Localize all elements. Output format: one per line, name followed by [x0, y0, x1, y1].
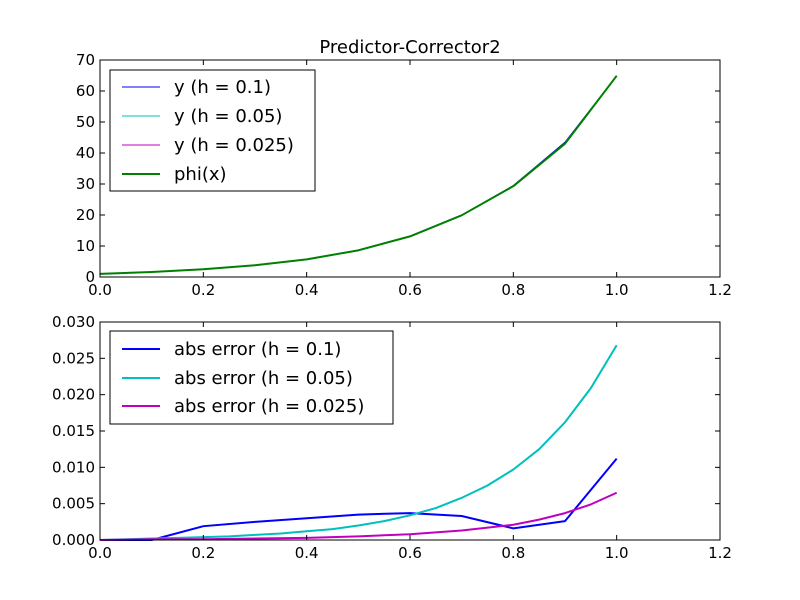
top-x-tick-label: 0.6	[398, 281, 422, 299]
top-legend-label-2: y (h = 0.05)	[174, 106, 282, 127]
top-series-line-4	[99, 75, 618, 275]
top-y-tick-label: 10	[76, 237, 95, 255]
bottom-x-tick-label: 0.0	[88, 544, 112, 562]
top-legend: y (h = 0.1) y (h = 0.05) y (h = 0.025) p…	[109, 69, 316, 192]
top-y-tick-label: 0	[85, 268, 95, 286]
bottom-series-line-2	[99, 344, 618, 541]
top-y-tick-label: 70	[76, 51, 95, 69]
top-legend-label-3: y (h = 0.025)	[174, 135, 294, 156]
bottom-x-tick-label: 0.4	[295, 544, 319, 562]
top-x-tick-label: 0.8	[501, 281, 525, 299]
top-y-tick-label: 20	[76, 206, 95, 224]
top-chart-title: Predictor-Corrector2	[319, 37, 500, 58]
bottom-series-line-1	[100, 457, 618, 541]
bottom-y-tick-label: 0.015	[52, 422, 95, 440]
top-legend-label-4: phi(x)	[174, 164, 227, 185]
bottom-y-tick-label: 0.020	[52, 386, 95, 404]
bottom-ticks-layer: 0.0 0.2 0.4 0.6 0.8 1.0 1.2 0.000 0.005 0.010 0.01…	[52, 313, 732, 562]
bottom-y-tick-label: 0.000	[52, 531, 95, 549]
top-x-tick-label: 0.4	[295, 281, 319, 299]
bottom-y-tick-label: 0.010	[52, 458, 95, 476]
top-axes: Predictor-Corrector2 0.0 0.2 0.4 0.6 0.8 1.0 1…	[76, 37, 732, 299]
top-series-layer	[99, 75, 618, 275]
top-y-tick-label: 40	[76, 144, 95, 162]
bottom-legend-label-3: abs error (h = 0.025)	[174, 396, 364, 417]
bottom-legend-label-2: abs error (h = 0.05)	[174, 368, 353, 389]
bottom-axes: 0.0 0.2 0.4 0.6 0.8 1.0 1.2 0.000 0.005 0.010 0.01…	[52, 313, 732, 562]
top-legend-box	[109, 69, 316, 192]
bottom-x-tick-label: 0.8	[501, 544, 525, 562]
top-x-tick-label: 0.2	[191, 281, 215, 299]
top-ticks-layer: 0.0 0.2 0.4 0.6 0.8 1.0 1.2 0 10 20 30 40 50 60 70	[76, 51, 732, 299]
bottom-x-tick-label: 1.2	[708, 544, 732, 562]
bottom-legend-label-1: abs error (h = 0.1)	[174, 339, 341, 360]
top-x-tick-label: 1.0	[605, 281, 629, 299]
bottom-y-tick-label: 0.030	[52, 313, 95, 331]
top-y-tick-label: 50	[76, 113, 95, 131]
top-y-tick-label: 60	[76, 82, 95, 100]
top-x-tick-label: 0.0	[88, 281, 112, 299]
top-y-tick-label: 30	[76, 175, 95, 193]
bottom-x-tick-label: 0.2	[191, 544, 215, 562]
bottom-x-tick-label: 0.6	[398, 544, 422, 562]
top-legend-label-1: y (h = 0.1)	[174, 77, 271, 98]
bottom-legend: abs error (h = 0.1) abs error (h = 0.05)…	[109, 330, 394, 425]
bottom-y-tick-label: 0.025	[52, 349, 95, 367]
bottom-y-tick-label: 0.005	[52, 495, 95, 513]
top-x-tick-label: 1.2	[708, 281, 732, 299]
bottom-x-tick-label: 1.0	[605, 544, 629, 562]
